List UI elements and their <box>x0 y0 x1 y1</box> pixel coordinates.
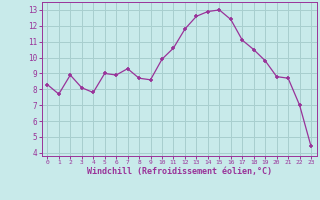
X-axis label: Windchill (Refroidissement éolien,°C): Windchill (Refroidissement éolien,°C) <box>87 167 272 176</box>
